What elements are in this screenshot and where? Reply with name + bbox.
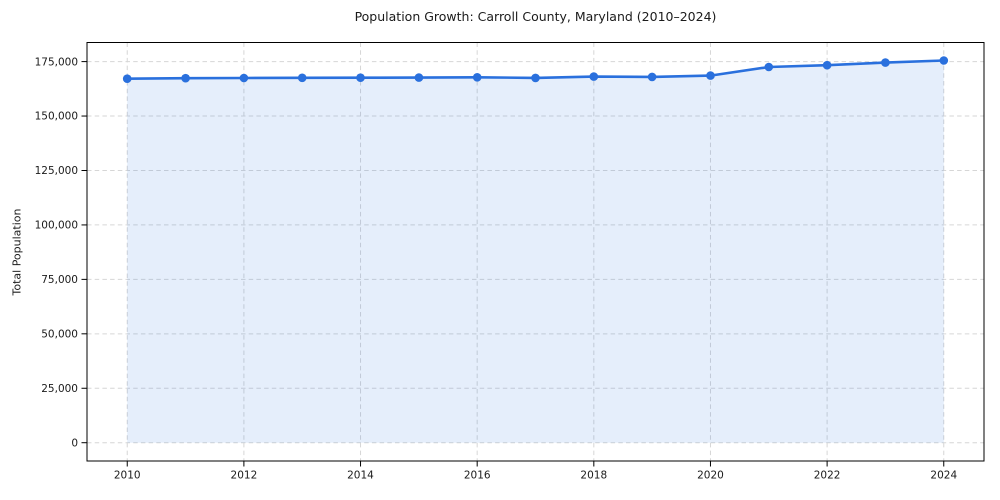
svg-text:2012: 2012 <box>231 470 258 482</box>
svg-text:2020: 2020 <box>697 470 724 482</box>
svg-text:25,000: 25,000 <box>41 383 78 395</box>
svg-text:2010: 2010 <box>114 470 141 482</box>
svg-text:50,000: 50,000 <box>41 329 78 341</box>
x-axis-tick-labels: 2010 2012 2014 2016 2018 2020 2022 2024 <box>114 470 958 482</box>
svg-text:125,000: 125,000 <box>35 165 78 177</box>
svg-text:175,000: 175,000 <box>35 56 78 68</box>
svg-text:2016: 2016 <box>464 470 491 482</box>
svg-text:150,000: 150,000 <box>35 111 78 123</box>
plot-frame <box>86 42 985 462</box>
gridlines <box>87 42 984 461</box>
axis-tick-marks <box>81 61 945 467</box>
svg-text:0: 0 <box>71 437 78 449</box>
svg-text:2018: 2018 <box>580 470 607 482</box>
y-axis-tick-labels: 0 25,000 50,000 75,000 100,000 125,000 150,000… <box>35 56 78 449</box>
y-axis-title: Total Population <box>10 208 24 296</box>
svg-text:100,000: 100,000 <box>35 220 78 232</box>
area-fill <box>127 60 944 443</box>
svg-text:75,000: 75,000 <box>41 274 78 286</box>
svg-text:2014: 2014 <box>347 470 374 482</box>
svg-text:2022: 2022 <box>814 470 841 482</box>
svg-text:2024: 2024 <box>930 470 957 482</box>
data-point-markers <box>122 56 949 83</box>
chart-title: Population Growth: Carroll County, Maryl… <box>354 9 717 24</box>
